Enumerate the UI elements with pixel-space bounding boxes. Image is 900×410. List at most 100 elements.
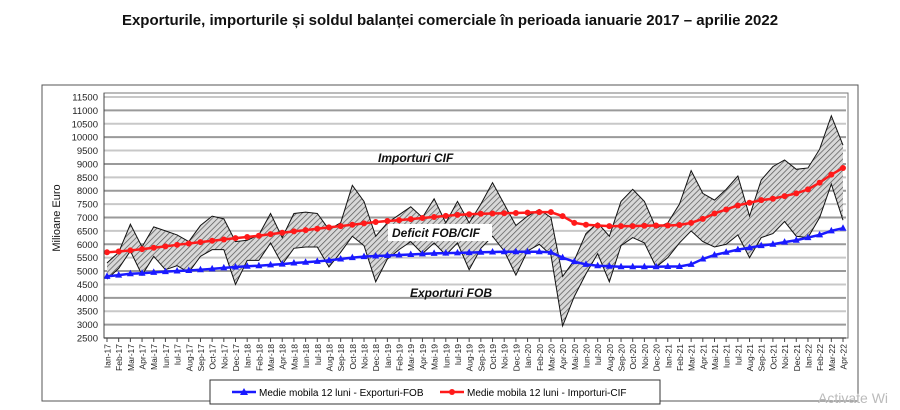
imports-ma-point <box>711 210 718 217</box>
circle-marker-icon <box>449 389 455 395</box>
imports-ma-point <box>781 193 788 200</box>
y-tick-label: 11500 <box>72 93 98 104</box>
imports-ma-point <box>162 243 169 250</box>
imports-ma-line <box>106 166 844 254</box>
x-tick-label: Mar-21 <box>687 344 697 371</box>
imports-ma-point <box>419 215 426 222</box>
exports-ma-point <box>547 248 555 255</box>
chart-title: Exporturile, importurile și soldul balan… <box>121 12 779 29</box>
y-tick-label: 3000 <box>77 320 98 331</box>
exports-ma-point <box>734 245 742 253</box>
exports-ma-point <box>804 233 812 241</box>
x-tick-label: Sep-20 <box>617 344 627 372</box>
exports-ma-point <box>138 269 146 276</box>
exports-ma-point <box>687 260 695 267</box>
imports-ma-point <box>641 222 648 229</box>
exports-ma-point <box>477 248 485 255</box>
exports-ma-point <box>383 251 391 259</box>
exports-ma-point <box>196 265 204 273</box>
imports-ma-point <box>209 237 216 244</box>
y-tick-label: 7500 <box>77 200 98 211</box>
y-axis-label: Milioane Euro <box>51 184 63 251</box>
x-tick-label: Apr-19 <box>418 344 428 370</box>
exports-ma-point <box>535 247 543 255</box>
exports-ma-point <box>430 249 438 256</box>
x-tick-label: Aug-18 <box>324 344 334 372</box>
imports-ma-point <box>279 229 286 236</box>
imports-ma-point <box>828 171 835 178</box>
imports-ma-point <box>699 215 706 222</box>
exports-ma-point <box>278 260 286 267</box>
x-tick-label: Mai-20 <box>570 344 580 370</box>
y-tick-label: 5500 <box>77 253 98 264</box>
y-tick-label: 4500 <box>77 280 98 291</box>
exports-ma-point <box>722 248 730 255</box>
exports-ma-point <box>372 252 380 259</box>
imports-ma-point <box>547 209 554 216</box>
exports-ma-point <box>769 240 777 247</box>
exports-ma-point <box>185 266 193 274</box>
triangle-marker-icon <box>240 388 248 395</box>
x-tick-label: Ian-20 <box>523 344 533 368</box>
imports-ma-point <box>454 211 461 218</box>
y-tick-label: 9000 <box>77 159 98 170</box>
exports-ma-point <box>348 253 356 261</box>
imports-ma-point <box>524 209 531 216</box>
x-tick-label: Sep-17 <box>196 344 206 372</box>
imports-ma-point <box>150 244 157 251</box>
exports-ma-point <box>559 253 567 261</box>
x-tick-label: Feb-18 <box>254 344 264 371</box>
imports-ma-point <box>255 232 262 239</box>
x-tick-label: Iul-19 <box>453 344 463 366</box>
x-tick-label: Oct-19 <box>488 344 498 370</box>
exports-ma-point <box>150 268 158 275</box>
imports-ma-point <box>314 225 321 232</box>
imports-ma-point <box>804 186 811 193</box>
exports-ma-point <box>407 250 415 257</box>
x-tick-label: Sep-21 <box>757 344 767 372</box>
exports-ma-point <box>290 259 298 266</box>
x-tick-label: Iul-20 <box>593 344 603 366</box>
exports-ma-point <box>325 256 333 263</box>
imports-ma-point <box>746 199 753 206</box>
x-tick-label: Noi-20 <box>640 344 650 369</box>
imports-ma-point <box>372 219 379 226</box>
x-tick-label: Apr-18 <box>278 344 288 370</box>
y-tick-label: 3500 <box>77 307 98 318</box>
imports-ma-point <box>232 235 239 242</box>
imports-ma-point <box>594 222 601 229</box>
x-tick-label: Noi-19 <box>500 344 510 369</box>
x-tick-label: Apr-21 <box>698 344 708 370</box>
y-tick-label: 2500 <box>77 334 98 345</box>
exports-ma-point <box>652 262 660 270</box>
exports-ma-point <box>781 238 789 245</box>
imports-ma-point <box>664 222 671 229</box>
exports-ma-point <box>605 262 613 269</box>
imports-ma-point <box>793 190 800 197</box>
y-tick-label: 8500 <box>77 173 98 184</box>
x-tick-label: Oct-21 <box>768 344 778 370</box>
exports-ma-point <box>757 241 765 249</box>
imports-ma-point <box>431 213 438 220</box>
x-tick-label: Sep-18 <box>336 344 346 372</box>
imports-ma-point <box>267 231 274 238</box>
y-tick-label: 6000 <box>77 240 98 251</box>
x-tick-label: Iun-20 <box>581 344 591 368</box>
imports-ma-point <box>606 223 613 230</box>
imports-ma-point <box>442 212 449 219</box>
legend: Medie mobila 12 luni - Exporturi-FOB Med… <box>209 379 661 405</box>
imports-ma-point <box>734 202 741 209</box>
x-tick-label: Mai-21 <box>710 344 720 370</box>
x-tick-label: Dec-19 <box>511 344 521 372</box>
exports-ma-point <box>395 250 403 258</box>
x-tick-label: Aug-17 <box>184 344 194 372</box>
exports-ma-point <box>500 247 508 255</box>
y-tick-label: 9500 <box>77 146 98 157</box>
x-tick-label: Mar-20 <box>546 344 556 371</box>
exports-ma-point <box>255 261 263 269</box>
x-tick-label: Mar-17 <box>126 344 136 371</box>
exports-ma-point <box>220 263 228 271</box>
x-tick-label: Feb-17 <box>114 344 124 371</box>
x-tick-label: Mar-19 <box>406 344 416 371</box>
x-tick-label: Iun-18 <box>301 344 311 368</box>
